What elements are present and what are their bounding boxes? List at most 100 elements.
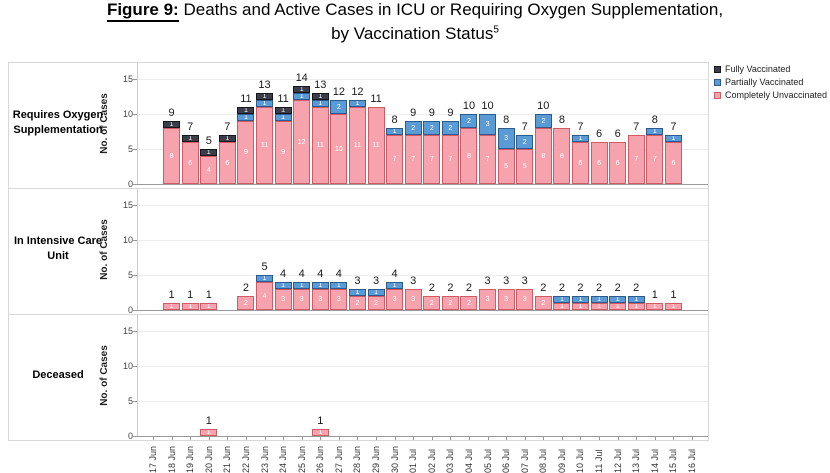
y-tick-label: 5 — [127, 270, 133, 280]
y-axis-line — [137, 314, 138, 436]
bar-segment: 1 — [218, 135, 236, 142]
bar-segment: 1 — [181, 135, 199, 142]
bar-segment: 1 — [237, 114, 255, 121]
x-tick-label: 28 Jun — [352, 445, 363, 473]
x-tick-label: 22 Jun — [240, 445, 251, 473]
bar-segment: 7 — [479, 135, 497, 184]
x-tick-mark — [468, 437, 470, 440]
bar-total-label: 2 — [558, 282, 565, 294]
bar-segment: 10 — [330, 114, 348, 184]
y-tick-label: 0 — [127, 305, 133, 315]
plot-area-deceased: 1 1 1 1 — [137, 314, 708, 440]
panel-separator — [8, 314, 709, 315]
x-tick-mark — [524, 437, 526, 440]
bar-segment: 4 — [256, 282, 274, 310]
x-tick-mark — [320, 437, 322, 440]
bar-segment: 1 — [386, 128, 404, 135]
bar-segment: 5 — [497, 149, 515, 184]
gridline — [137, 149, 708, 150]
x-tick-mark — [487, 437, 489, 440]
bar-total-label: 4 — [317, 268, 324, 280]
bar-total-label: 7 — [521, 121, 528, 133]
bar-total-label: 7 — [187, 121, 194, 133]
bar-segment: 1 — [367, 289, 385, 296]
bar-segment: 1 — [646, 128, 664, 135]
x-tick-label: 01 Jul — [408, 448, 419, 473]
y-axis-line — [137, 62, 138, 184]
bar-segment: 9 — [237, 121, 255, 184]
y-tick-label: 5 — [127, 144, 133, 154]
bar-total-label: 3 — [521, 275, 528, 287]
bar-total-label: 5 — [205, 135, 212, 147]
x-tick-label: 21 Jun — [222, 445, 233, 473]
bar-total-label: 7 — [224, 121, 231, 133]
bar-segment: 1 — [348, 289, 366, 296]
bar-segment: 5 — [516, 149, 534, 184]
bar-total-label: 9 — [447, 107, 454, 119]
bar-segment: 3 — [479, 289, 497, 310]
y-axis-line — [137, 188, 138, 310]
bar-segment: 1 — [627, 303, 645, 310]
x-tick-mark — [227, 437, 229, 440]
bar-total-label: 3 — [503, 275, 510, 287]
bar-segment: 8 — [460, 128, 478, 184]
x-tick-label: 02 Jul — [426, 448, 437, 473]
bar-segment: 1 — [590, 296, 608, 303]
y-axis-title: No. of Cases — [98, 92, 110, 154]
legend-item-fully-vaccinated: Fully Vaccinated — [714, 64, 827, 74]
fully-vaccinated-swatch-icon — [714, 65, 721, 73]
bar-total-label: 4 — [298, 268, 305, 280]
x-axis-line — [137, 310, 708, 311]
bar-total-label: 9 — [410, 107, 417, 119]
panel-separator — [8, 440, 709, 441]
x-tick-label: 13 Jul — [631, 448, 642, 473]
x-tick-label: 06 Jul — [501, 448, 512, 473]
bar-segment: 3 — [516, 289, 534, 310]
bar-total-label: 2 — [428, 282, 435, 294]
y-tick-mark — [133, 184, 137, 185]
x-tick-mark — [617, 437, 619, 440]
bar-segment: 2 — [330, 100, 348, 114]
bar-total-label: 6 — [614, 128, 621, 140]
bar-segment: 1 — [274, 282, 292, 289]
bar-segment: 1 — [293, 93, 311, 100]
row-label-requires-oxygen: Requires Oxygen Supplementation — [12, 109, 104, 136]
bar-segment: 8 — [534, 128, 552, 184]
bar-segment: 1 — [627, 296, 645, 303]
bar-total-label: 3 — [410, 275, 417, 287]
x-tick-label: 25 Jun — [296, 445, 307, 473]
x-tick-label: 14 Jul — [649, 448, 660, 473]
x-tick-mark — [673, 437, 675, 440]
bar-segment: 1 — [256, 275, 274, 282]
x-tick-mark — [338, 437, 340, 440]
bar-total-label: 2 — [577, 282, 584, 294]
y-tick-mark — [133, 114, 137, 115]
bar-total-label: 1 — [205, 289, 212, 301]
x-tick-label: 05 Jul — [482, 448, 493, 473]
bar-segment: 6 — [218, 142, 236, 184]
bar-segment: 1 — [664, 303, 682, 310]
bar-segment: 2 — [516, 135, 534, 149]
bar-total-label: 2 — [614, 282, 621, 294]
bar-segment: 1 — [200, 429, 218, 436]
x-tick-label: 17 Jun — [148, 445, 158, 473]
x-tick-label: 03 Jul — [445, 448, 456, 473]
x-tick-mark — [245, 437, 247, 440]
x-tick-mark — [636, 437, 638, 440]
bar-total-label: 10 — [481, 100, 494, 112]
bar-segment: 1 — [163, 121, 181, 128]
bar-segment: 6 — [590, 142, 608, 184]
x-tick-label: 10 Jul — [575, 448, 586, 473]
bar-segment: 1 — [200, 303, 218, 310]
x-axis-line — [137, 184, 708, 185]
bar-segment: 3 — [274, 289, 292, 310]
y-tick-mark — [133, 275, 137, 276]
bar-segment: 6 — [664, 142, 682, 184]
bar-total-label: 7 — [670, 121, 677, 133]
x-tick-mark — [208, 437, 210, 440]
x-tick-mark — [283, 437, 285, 440]
bar-total-label: 14 — [295, 72, 308, 84]
y-tick-mark — [133, 331, 137, 332]
bar-segment: 3 — [293, 289, 311, 310]
